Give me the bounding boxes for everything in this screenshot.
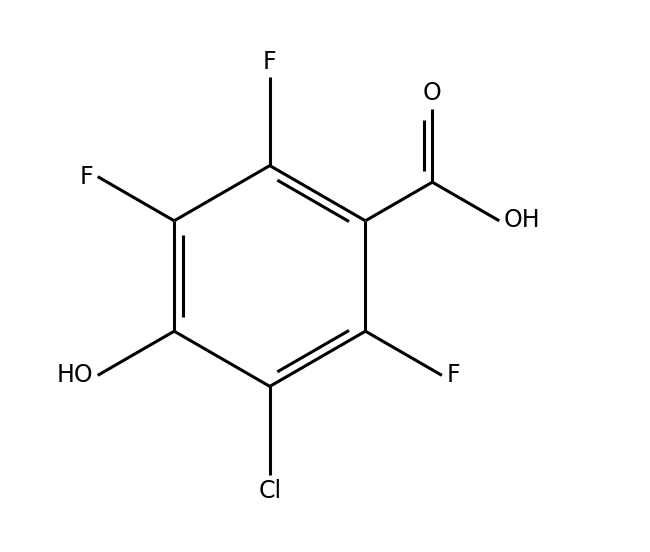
Text: OH: OH xyxy=(504,208,540,232)
Text: F: F xyxy=(80,164,94,189)
Text: O: O xyxy=(423,82,442,105)
Text: Cl: Cl xyxy=(258,479,281,503)
Text: F: F xyxy=(447,363,460,388)
Text: F: F xyxy=(263,50,277,74)
Text: HO: HO xyxy=(57,363,94,388)
